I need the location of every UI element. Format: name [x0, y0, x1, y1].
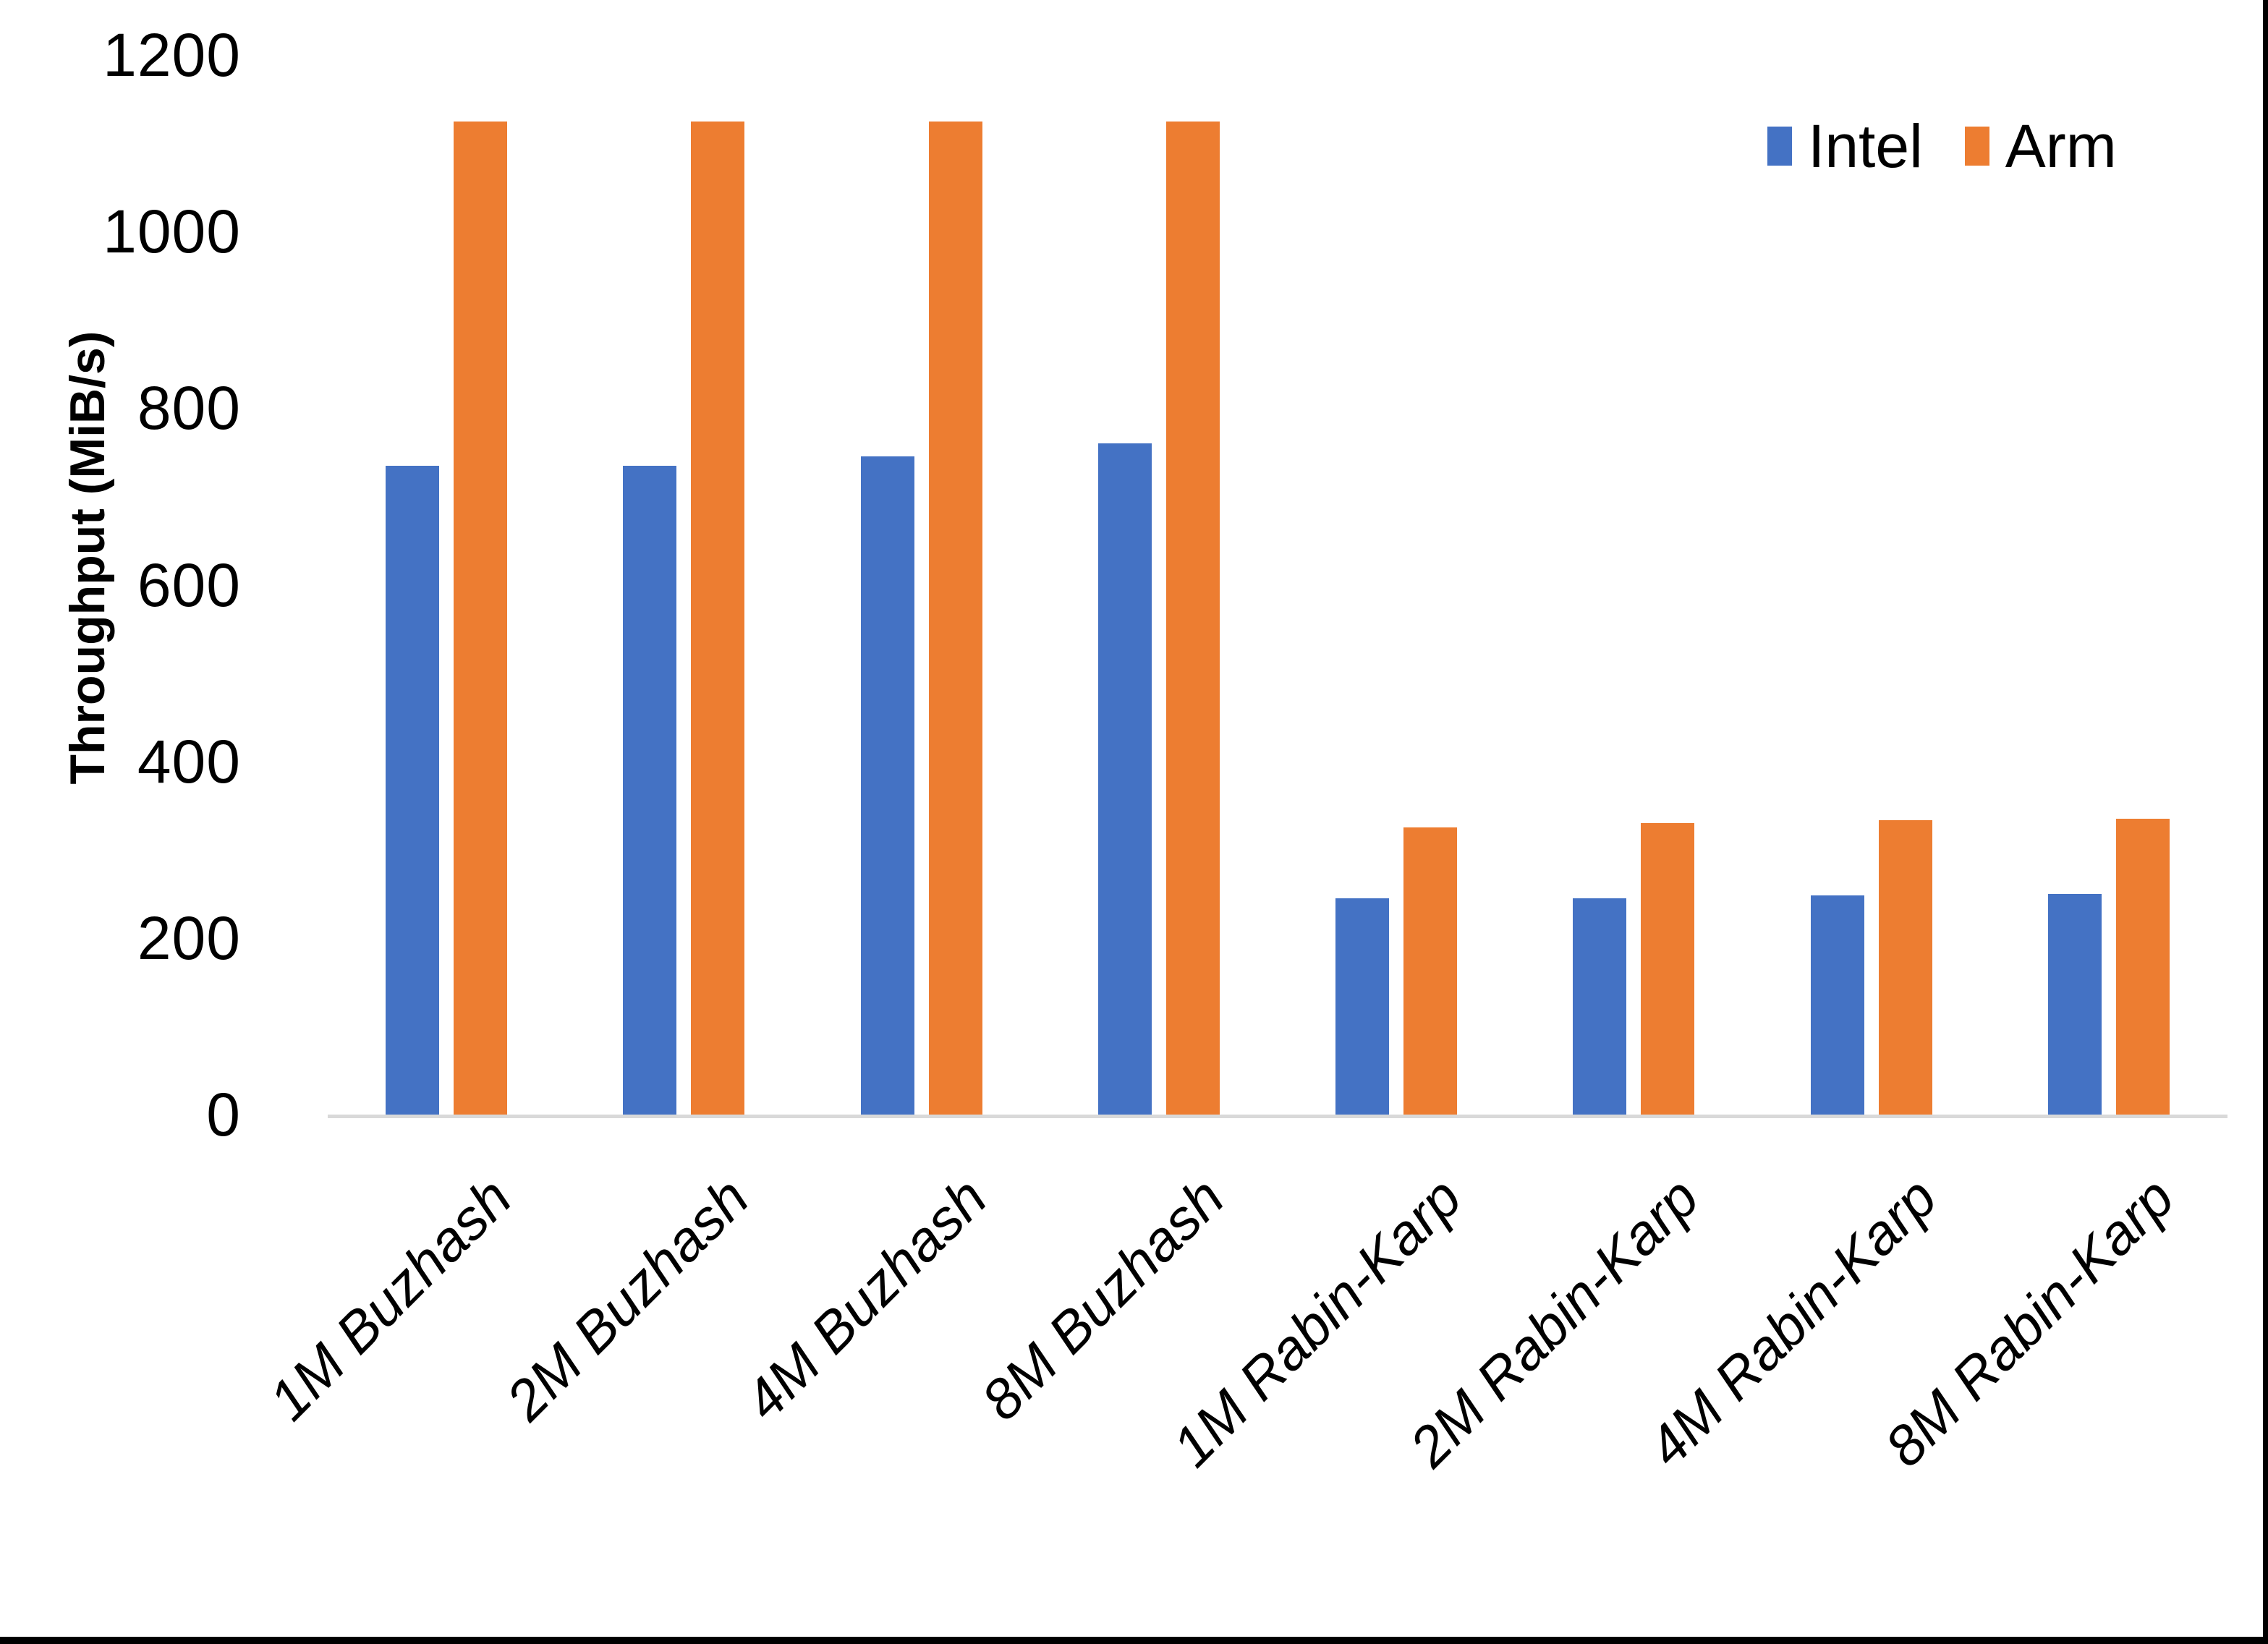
x-category-label-1m-rabin-karp: 1M Rabin-Karp [1160, 1165, 1474, 1479]
x-category-label-8m-buzhash: 8M Buzhash [969, 1165, 1236, 1433]
x-category-label-1m-buzhash: 1M Buzhash [256, 1165, 524, 1433]
bar-arm-8m-rabin-karp [2115, 819, 2170, 1115]
y-tick-label-1000: 1000 [103, 197, 241, 266]
x-category-label-8m-rabin-karp: 8M Rabin-Karp [1872, 1165, 2186, 1479]
legend-label-arm: Arm [2005, 112, 2117, 180]
bar-intel-2m-buzhash [623, 465, 677, 1115]
x-axis-line [328, 1115, 2227, 1118]
bar-arm-4m-buzhash [928, 121, 982, 1115]
y-tick-label-200: 200 [137, 903, 241, 972]
screenshot-bottom-border [0, 1637, 2268, 1644]
bar-arm-2m-rabin-karp [1641, 823, 1695, 1115]
legend-item-intel: Intel [1767, 116, 1923, 176]
legend-label-intel: Intel [1808, 112, 1923, 180]
bar-intel-1m-buzhash [386, 465, 440, 1115]
legend-marker-arm [1964, 127, 1989, 166]
legend-item-arm: Arm [1964, 112, 2117, 180]
legend: Intel Arm [1767, 116, 2117, 176]
bar-intel-1m-rabin-karp [1335, 898, 1390, 1115]
bar-intel-4m-buzhash [860, 456, 914, 1115]
x-category-label-2m-buzhash: 2M Buzhash [494, 1165, 761, 1433]
y-tick-label-0: 0 [206, 1081, 241, 1149]
bar-intel-8m-rabin-karp [2047, 893, 2102, 1115]
bar-arm-8m-buzhash [1165, 121, 1220, 1115]
y-tick-label-1200: 1200 [103, 21, 241, 89]
y-tick-label-800: 800 [137, 374, 241, 443]
bar-arm-4m-rabin-karp [1878, 820, 1932, 1115]
bar-arm-1m-buzhash [454, 121, 508, 1115]
legend-marker-intel [1767, 127, 1792, 166]
x-category-label-4m-rabin-karp: 4M Rabin-Karp [1634, 1165, 1949, 1479]
bar-intel-4m-rabin-karp [1810, 895, 1864, 1115]
screenshot-right-border [2263, 0, 2268, 1644]
y-tick-label-600: 600 [137, 550, 241, 619]
x-category-label-4m-buzhash: 4M Buzhash [731, 1165, 999, 1433]
bar-intel-2m-rabin-karp [1573, 898, 1627, 1115]
bar-arm-2m-buzhash [691, 121, 745, 1115]
x-category-label-2m-rabin-karp: 2M Rabin-Karp [1397, 1165, 1711, 1479]
y-tick-label-400: 400 [137, 727, 241, 796]
bar-arm-1m-rabin-karp [1403, 827, 1458, 1115]
bar-intel-8m-buzhash [1097, 443, 1152, 1115]
